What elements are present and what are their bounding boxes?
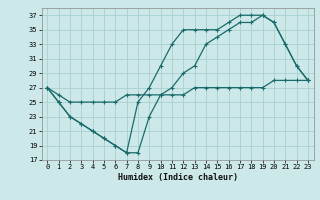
X-axis label: Humidex (Indice chaleur): Humidex (Indice chaleur)	[118, 173, 237, 182]
